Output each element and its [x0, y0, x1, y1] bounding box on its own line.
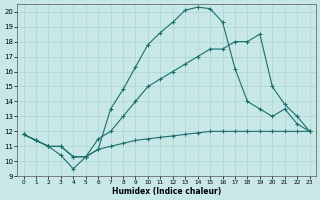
X-axis label: Humidex (Indice chaleur): Humidex (Indice chaleur) [112, 187, 221, 196]
